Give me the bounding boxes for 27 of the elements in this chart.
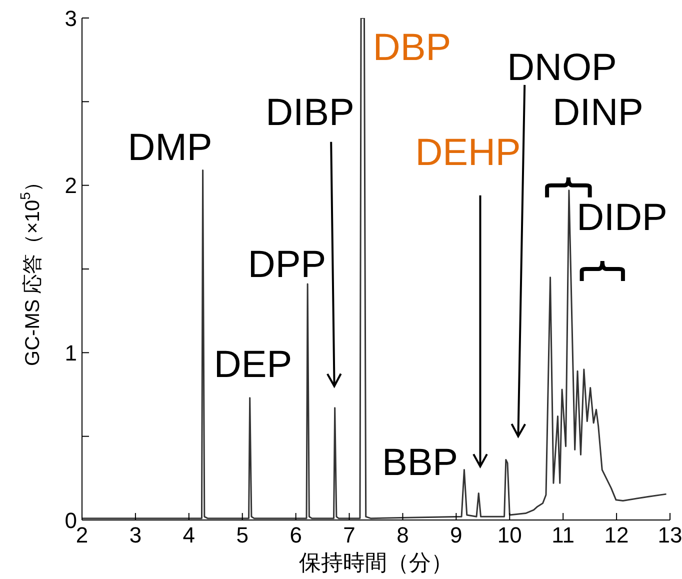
x-tick-label: 13: [658, 522, 682, 548]
x-axis-title: 保持時間（分）: [299, 550, 453, 575]
annotation: BBP: [382, 442, 458, 484]
annotation: DIBP: [266, 92, 354, 134]
annotation: DBP: [372, 27, 452, 70]
x-tick-label: 3: [129, 522, 142, 548]
y-tick-label: 3: [64, 6, 77, 31]
x-tick-label: 6: [290, 522, 302, 548]
annotation: DIDP: [576, 197, 668, 240]
x-tick-label: 7: [343, 522, 356, 548]
x-tick-label: 9: [450, 522, 462, 548]
x-tick-label: 5: [236, 522, 248, 548]
annotation: DINP: [552, 92, 644, 134]
annotation: DPP: [248, 244, 326, 286]
annotation: DEP: [214, 344, 292, 386]
x-tick-label: 8: [396, 522, 409, 548]
y-tick-label: 2: [64, 173, 77, 198]
x-tick-label: 12: [604, 522, 629, 548]
annotation: DNOP: [507, 47, 617, 90]
annotation: DMP: [128, 127, 212, 170]
x-tick-label: 4: [182, 522, 196, 548]
y-tick-label: 0: [64, 508, 77, 533]
x-tick-label: 10: [497, 522, 522, 548]
line-series: [82, 18, 668, 520]
x-tick-label: 11: [552, 522, 575, 548]
y-tick-label: 1: [64, 340, 77, 366]
annotation: DEHP: [415, 132, 521, 174]
